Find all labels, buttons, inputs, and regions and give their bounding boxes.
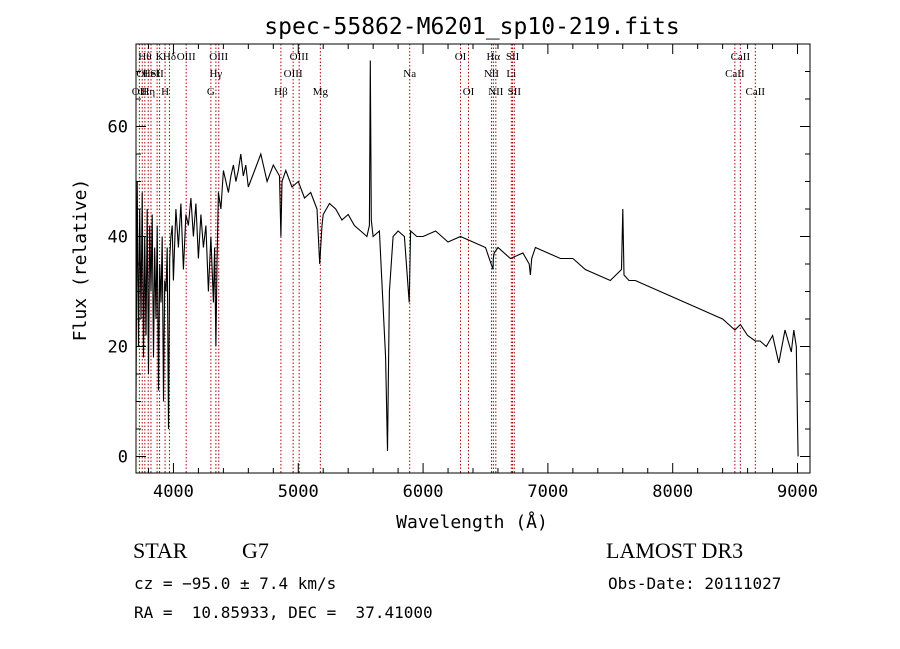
line-marker-label: NII [484, 68, 500, 80]
y-tick-label: 0 [118, 448, 128, 468]
line-marker-label: Na [403, 68, 416, 80]
x-tick-label: 4000 [153, 482, 194, 502]
spectrum-series-line [135, 60, 799, 457]
line-marker-label: OI [463, 86, 475, 98]
x-tick-label: 6000 [403, 482, 444, 502]
line-marker-label: NII [488, 86, 504, 98]
line-marker-label: Hγ [209, 68, 222, 80]
observation-date: Obs-Date: 20111027 [608, 574, 782, 593]
line-marker-label: OIII [209, 51, 228, 63]
survey-name: LAMOST DR3 [606, 538, 744, 563]
x-tick-label: 8000 [652, 482, 693, 502]
axis-ticks [136, 44, 810, 473]
object-class: STAR [133, 538, 188, 563]
y-tick-label: 60 [108, 118, 128, 138]
y-tick-labels: 0 20 40 60 [108, 118, 128, 468]
line-marker-label: OI [455, 51, 467, 63]
line-marker-label: H [161, 86, 169, 98]
redshift-velocity: cz = −95.0 ± 7.4 km/s [134, 574, 337, 593]
line-marker-label: CaII [725, 68, 745, 80]
line-marker-label: Hδ [163, 51, 176, 63]
line-markers [138, 44, 756, 473]
plot-frame [135, 43, 811, 474]
line-marker-label: Hβ [274, 86, 288, 98]
y-tick-label: 20 [108, 338, 128, 358]
line-marker-label: HeI [143, 68, 160, 80]
line-marker-label: Hα [486, 51, 500, 63]
x-tick-label: 5000 [278, 482, 319, 502]
y-tick-label: 40 [108, 228, 128, 248]
line-marker-label: Li [506, 68, 516, 80]
line-marker-label: Hθ [138, 51, 151, 63]
y-axis-label: Flux (relative) [70, 179, 91, 342]
line-marker-label: K [156, 51, 164, 63]
x-tick-label: 7000 [527, 482, 568, 502]
line-marker-label: Hη [141, 86, 155, 98]
line-marker-label: SII [150, 68, 164, 80]
x-tick-labels: 4000 5000 6000 7000 8000 9000 [153, 482, 818, 502]
line-marker-label: CaII [746, 86, 766, 98]
line-marker-label: Mg [313, 86, 329, 98]
sky-coordinates: RA = 10.85933, DEC = 37.41000 [134, 603, 433, 622]
chart-title: spec-55862-M6201_sp10-219.fits [264, 14, 679, 40]
line-marker-label: OIII [290, 51, 309, 63]
line-marker-label: OIII [177, 51, 196, 63]
line-marker-label: OIII [284, 68, 303, 80]
line-marker-label: G [207, 86, 215, 98]
line-marker-label: SII [508, 86, 522, 98]
line-marker-label: OI [136, 68, 148, 80]
object-subclass: G7 [242, 538, 269, 563]
line-marker-label: CaII [731, 51, 751, 63]
x-tick-label: 9000 [777, 482, 818, 502]
line-marker-label: SII [506, 51, 520, 63]
x-axis-label: Wavelength (Å) [396, 511, 548, 533]
